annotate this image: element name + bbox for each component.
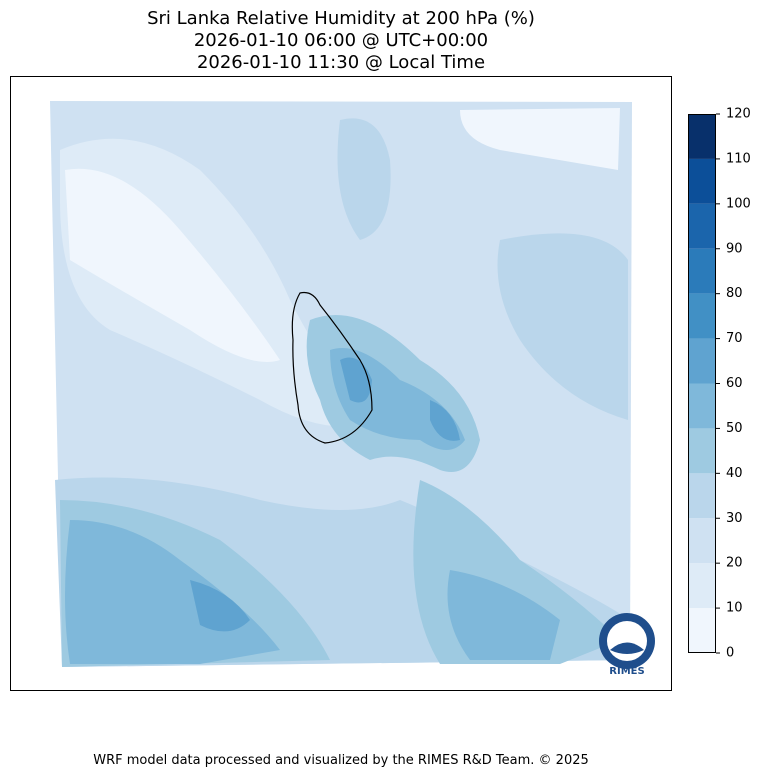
colorbar-tick-label: 10 (726, 601, 743, 616)
colorbar-band (688, 608, 716, 653)
colorbar-band (688, 114, 716, 159)
colorbar-tick-label: 120 (726, 107, 751, 122)
colorbar-band (688, 383, 716, 429)
title-line: Sri Lanka Relative Humidity at 200 hPa (… (147, 8, 535, 29)
colorbar-band (688, 158, 716, 204)
colorbar-tick-label: 90 (726, 241, 743, 256)
colorbar-band (688, 473, 716, 519)
colorbar-band (688, 428, 716, 474)
logo-text: RIMES (609, 666, 644, 677)
colorbar-tick-label: 50 (726, 421, 743, 436)
colorbar-outline (688, 114, 716, 653)
colorbar-tick-label: 40 (726, 466, 743, 481)
colorbar-band (688, 563, 716, 609)
footer-text: WRF model data processed and visualized … (93, 753, 589, 768)
colorbar-tick-label: 60 (726, 376, 743, 391)
title-line: 2026-01-10 06:00 @ UTC+00:00 (194, 30, 488, 51)
colorbar-tick-label: 30 (726, 511, 743, 526)
colorbar-band (688, 203, 716, 249)
colorbar-tick-label: 20 (726, 556, 743, 571)
colorbar-tick-label: 100 (726, 196, 751, 211)
colorbar-band (688, 338, 716, 384)
colorbar-tick-label: 0 (726, 646, 734, 661)
map-field (50, 101, 632, 667)
colorbar: 0 10 20 30 40 50 60 70 80 90 100 110 120 (688, 107, 751, 661)
colorbar-tick-label: 80 (726, 286, 743, 301)
colorbar-tick-label: 70 (726, 331, 743, 346)
logo: RIMES (599, 613, 655, 677)
colorbar-band (688, 248, 716, 294)
colorbar-band (688, 293, 716, 339)
colorbar-band (688, 518, 716, 564)
title-line: 2026-01-10 11:30 @ Local Time (197, 52, 485, 73)
colorbar-tick-label: 110 (726, 151, 751, 166)
